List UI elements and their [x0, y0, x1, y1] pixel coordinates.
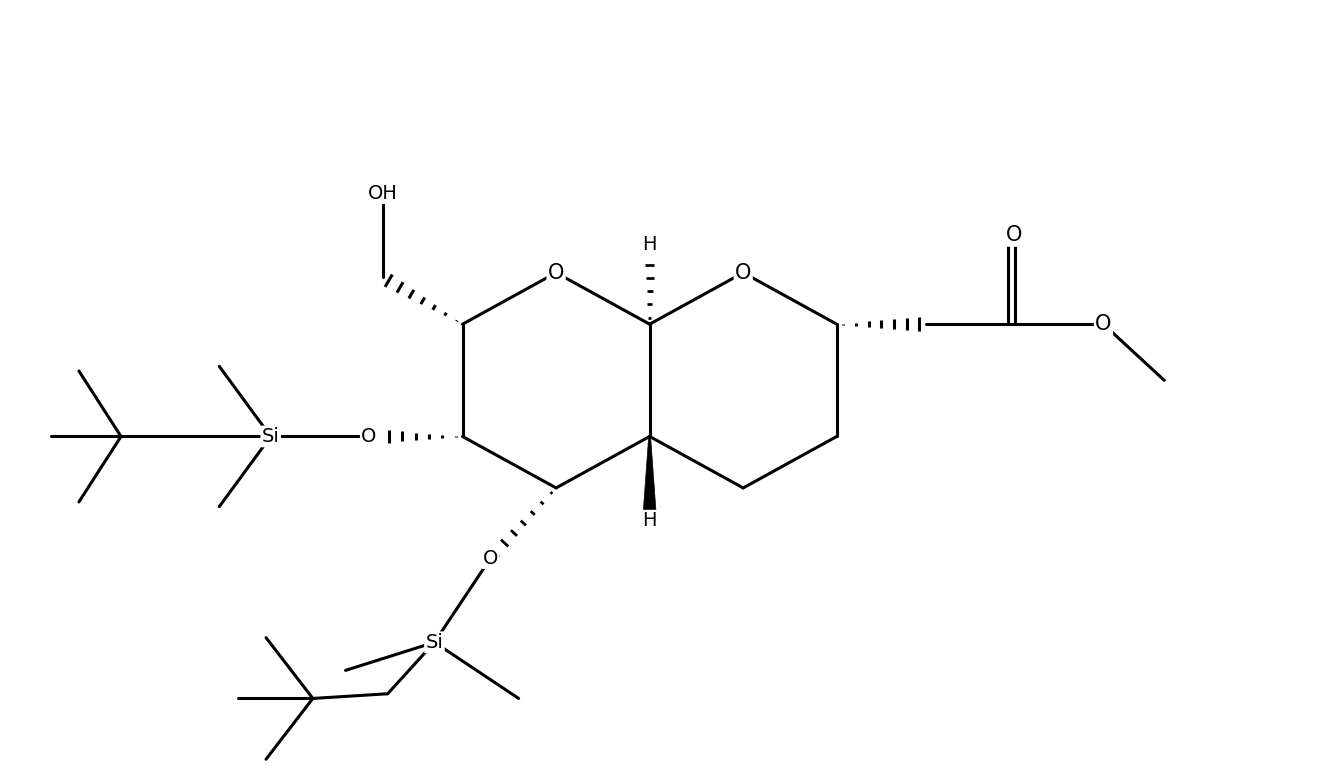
- Text: O: O: [735, 263, 751, 283]
- Text: O: O: [1007, 226, 1023, 246]
- Text: O: O: [361, 427, 377, 446]
- Text: OH: OH: [368, 184, 398, 203]
- Text: Si: Si: [262, 427, 279, 446]
- Text: O: O: [1095, 314, 1111, 334]
- Text: H: H: [642, 511, 656, 531]
- Text: Si: Si: [426, 633, 443, 651]
- Text: H: H: [642, 235, 656, 254]
- Polygon shape: [643, 437, 656, 521]
- Text: O: O: [482, 548, 498, 567]
- Text: O: O: [548, 263, 564, 283]
